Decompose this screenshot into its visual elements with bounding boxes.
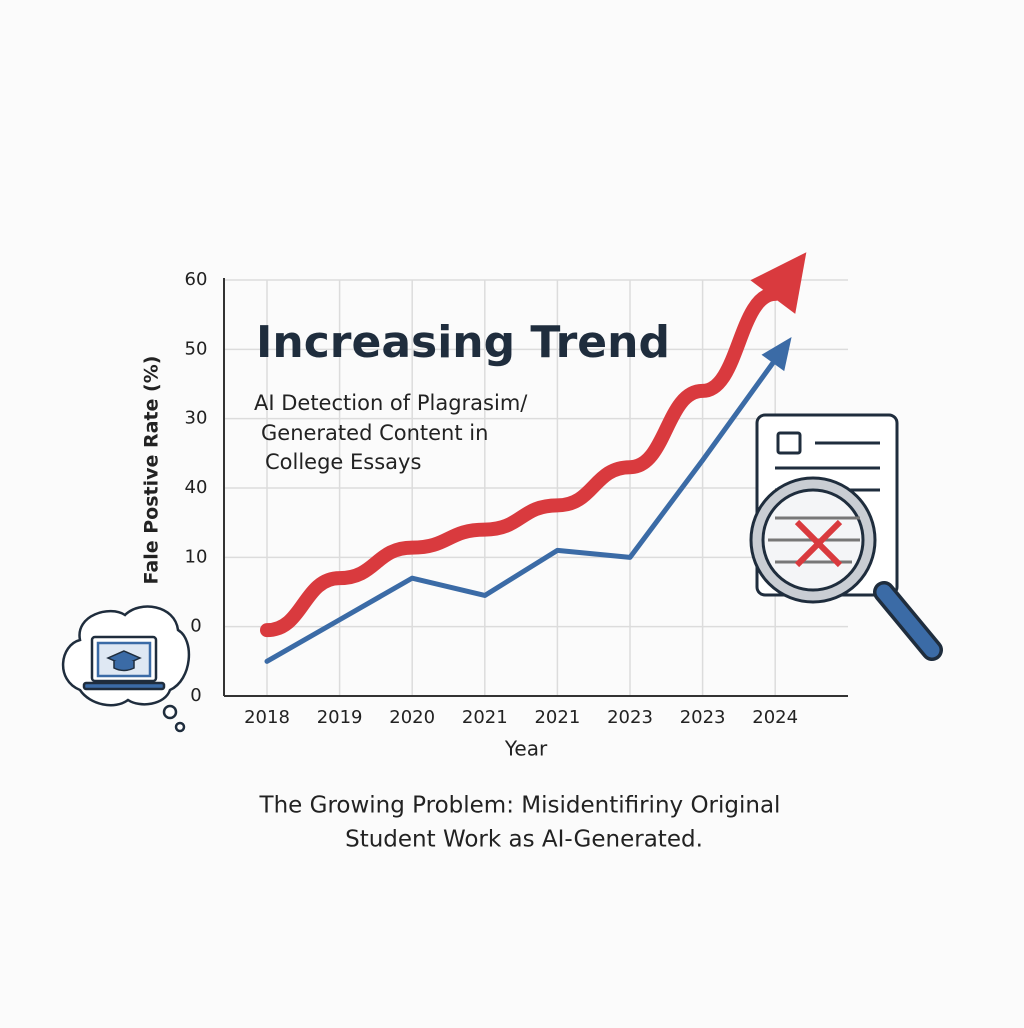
y-tick-label: 60 <box>185 269 208 290</box>
x-tick-label: 2018 <box>244 707 290 728</box>
x-tick-label: 2020 <box>389 707 435 728</box>
caption: Student Work as AI-Generated. <box>345 827 703 853</box>
chart-title: Increasing Trend <box>256 317 670 368</box>
subtitle: AI Detection of Plagrasim/ <box>254 391 528 415</box>
arrowhead <box>761 337 792 372</box>
y-axis-label: Fale Postive Rate (%) <box>141 356 163 585</box>
x-tick-label: 2021 <box>462 707 508 728</box>
x-tick-label: 2019 <box>317 707 363 728</box>
y-tick-label: 0 <box>190 616 201 637</box>
y-tick-label: 40 <box>185 477 208 498</box>
y-tick-label: 30 <box>185 408 208 429</box>
laptop-icon <box>61 605 191 733</box>
y-tick-label: 50 <box>185 338 208 359</box>
x-tick-label: 2023 <box>607 707 653 728</box>
subtitle: Generated Content in <box>261 421 488 445</box>
caption: The Growing Problem: Misidentifiriny Ori… <box>259 793 781 819</box>
x-tick-label: 2023 <box>680 707 726 728</box>
data-line <box>260 286 783 638</box>
data-line <box>264 357 778 664</box>
lines <box>260 252 807 664</box>
document-icon <box>749 413 943 661</box>
arrowhead <box>750 252 807 314</box>
y-tick-label: 0 <box>190 685 201 706</box>
x-axis-label: Year <box>504 737 548 761</box>
x-tick-label: 2021 <box>534 707 580 728</box>
subtitle: College Essays <box>265 450 421 474</box>
x-tick-label: 2024 <box>752 707 798 728</box>
y-tick-label: 10 <box>185 546 208 567</box>
